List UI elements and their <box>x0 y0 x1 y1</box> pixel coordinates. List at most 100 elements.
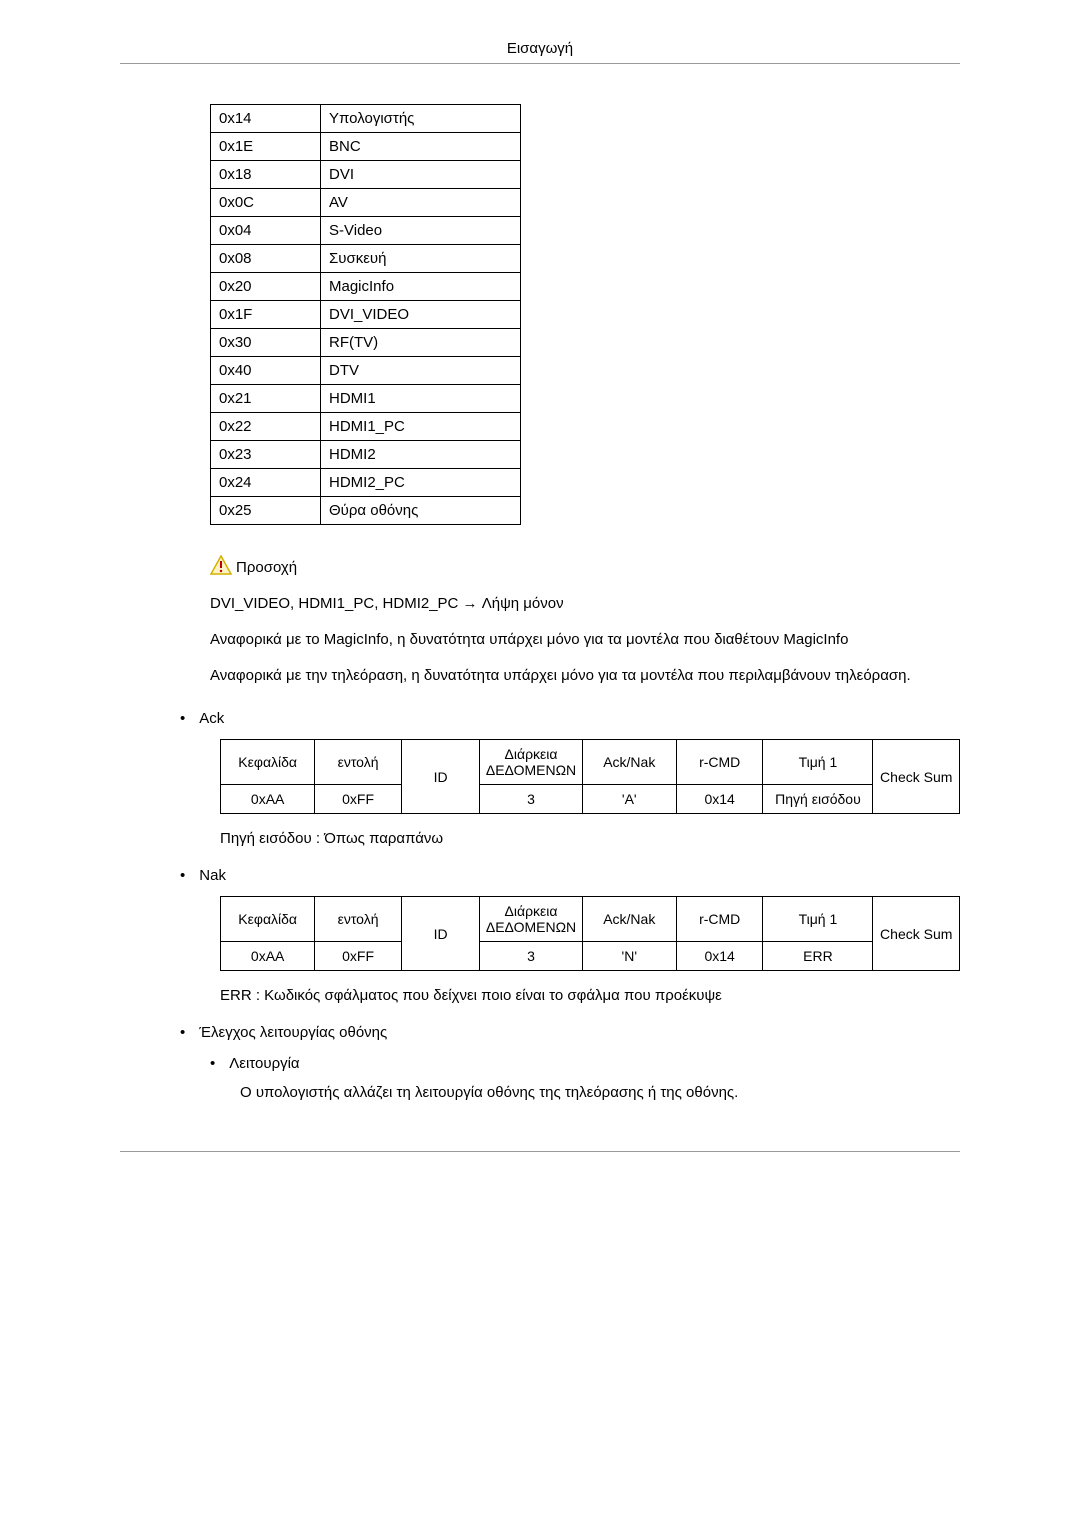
nak-note: ERR : Κωδικός σφάλματος που δείχνει ποιο… <box>220 987 960 1004</box>
ack-c5: 0x14 <box>676 785 762 814</box>
table-row: Κεφαλίδα εντολή ID Διάρκεια ΔΕΔΟΜΕΝΩΝ Ac… <box>221 897 960 942</box>
ack-c3: 3 <box>480 785 582 814</box>
code-cell: 0x0C <box>211 189 321 217</box>
screen-control-bullet: • Έλεγχος λειτουργίας οθόνης <box>180 1024 960 1041</box>
nak-c5: 0x14 <box>676 942 762 971</box>
warning-line-3: Αναφορικά με την τηλεόραση, η δυνατότητα… <box>210 665 960 687</box>
nak-h2: ID <box>401 897 480 971</box>
nak-c4: 'N' <box>582 942 676 971</box>
table-row: 0x23HDMI2 <box>211 441 521 469</box>
label-cell: MagicInfo <box>321 273 521 301</box>
table-row: 0x1FDVI_VIDEO <box>211 301 521 329</box>
table-row: 0x40DTV <box>211 357 521 385</box>
footer-rule <box>120 1151 960 1152</box>
ack-h5: r-CMD <box>676 740 762 785</box>
warning-section: Προσοχή DVI_VIDEO, HDMI1_PC, HDMI2_PC → … <box>210 555 960 686</box>
label-cell: DVI <box>321 161 521 189</box>
warning-line-2: Αναφορικά με το MagicInfo, η δυνατότητα … <box>210 629 960 651</box>
screen-control-label: Έλεγχος λειτουργίας οθόνης <box>199 1024 387 1041</box>
table-row: 0x25Θύρα οθόνης <box>211 497 521 525</box>
label-cell: HDMI1_PC <box>321 413 521 441</box>
operation-label: Λειτουργία <box>229 1055 299 1072</box>
nak-h3: Διάρκεια ΔΕΔΟΜΕΝΩΝ <box>480 897 582 942</box>
label-cell: Υπολογιστής <box>321 105 521 133</box>
nak-c3: 3 <box>480 942 582 971</box>
ack-table: Κεφαλίδα εντολή ID Διάρκεια ΔΕΔΟΜΕΝΩΝ Ac… <box>220 739 960 814</box>
ack-c4: 'A' <box>582 785 676 814</box>
ack-bullet: • Ack <box>180 710 960 727</box>
code-cell: 0x21 <box>211 385 321 413</box>
operation-bullet: • Λειτουργία <box>210 1055 960 1072</box>
label-cell: AV <box>321 189 521 217</box>
label-cell: HDMI2_PC <box>321 469 521 497</box>
label-cell: Συσκευή <box>321 245 521 273</box>
table-row: 0x24HDMI2_PC <box>211 469 521 497</box>
warning-title: Προσοχή <box>236 559 297 576</box>
label-cell: BNC <box>321 133 521 161</box>
label-cell: S-Video <box>321 217 521 245</box>
nak-h6: Τιμή 1 <box>763 897 873 942</box>
code-cell: 0x14 <box>211 105 321 133</box>
warning-line-1: DVI_VIDEO, HDMI1_PC, HDMI2_PC → Λήψη μόν… <box>210 593 960 615</box>
label-cell: Θύρα οθόνης <box>321 497 521 525</box>
table-row: 0x18DVI <box>211 161 521 189</box>
code-cell: 0x1E <box>211 133 321 161</box>
label-cell: HDMI2 <box>321 441 521 469</box>
table-row: 0x0CAV <box>211 189 521 217</box>
table-row: Κεφαλίδα εντολή ID Διάρκεια ΔΕΔΟΜΕΝΩΝ Ac… <box>221 740 960 785</box>
table-row: 0x30RF(TV) <box>211 329 521 357</box>
nak-c6: ERR <box>763 942 873 971</box>
ack-note: Πηγή εισόδου : Όπως παραπάνω <box>220 830 960 847</box>
ack-h6: Τιμή 1 <box>763 740 873 785</box>
code-cell: 0x24 <box>211 469 321 497</box>
bullet-icon: • <box>180 1024 185 1041</box>
nak-h5: r-CMD <box>676 897 762 942</box>
table-row: 0x21HDMI1 <box>211 385 521 413</box>
table-row: 0xAA 0xFF 3 'N' 0x14 ERR <box>221 942 960 971</box>
nak-h0: Κεφαλίδα <box>221 897 315 942</box>
table-row: 0x08Συσκευή <box>211 245 521 273</box>
codes-table: 0x14Υπολογιστής0x1EBNC0x18DVI0x0CAV0x04S… <box>210 104 521 525</box>
operation-desc: Ο υπολογιστής αλλάζει τη λειτουργία οθόν… <box>240 1084 960 1101</box>
nak-c0: 0xAA <box>221 942 315 971</box>
code-cell: 0x04 <box>211 217 321 245</box>
code-cell: 0x22 <box>211 413 321 441</box>
ack-c1: 0xFF <box>315 785 401 814</box>
ack-h2: ID <box>401 740 480 814</box>
nak-h4: Ack/Nak <box>582 897 676 942</box>
code-cell: 0x23 <box>211 441 321 469</box>
ack-c6: Πηγή εισόδου <box>763 785 873 814</box>
label-cell: DTV <box>321 357 521 385</box>
code-cell: 0x1F <box>211 301 321 329</box>
page-header: Εισαγωγή <box>120 40 960 64</box>
nak-bullet: • Nak <box>180 867 960 884</box>
table-row: 0x20MagicInfo <box>211 273 521 301</box>
nak-h1: εντολή <box>315 897 401 942</box>
ack-h4: Ack/Nak <box>582 740 676 785</box>
nak-label: Nak <box>199 867 226 884</box>
table-row: 0x22HDMI1_PC <box>211 413 521 441</box>
ack-h1: εντολή <box>315 740 401 785</box>
label-cell: HDMI1 <box>321 385 521 413</box>
code-cell: 0x40 <box>211 357 321 385</box>
table-row: 0xAA 0xFF 3 'A' 0x14 Πηγή εισόδου <box>221 785 960 814</box>
bullet-icon: • <box>210 1055 215 1072</box>
label-cell: DVI_VIDEO <box>321 301 521 329</box>
ack-label: Ack <box>199 710 224 727</box>
table-row: 0x04S-Video <box>211 217 521 245</box>
bullet-icon: • <box>180 710 185 727</box>
code-cell: 0x30 <box>211 329 321 357</box>
ack-h7: Check Sum <box>873 740 960 814</box>
table-row: 0x1EBNC <box>211 133 521 161</box>
nak-c1: 0xFF <box>315 942 401 971</box>
ack-h3: Διάρκεια ΔΕΔΟΜΕΝΩΝ <box>480 740 582 785</box>
bullet-icon: • <box>180 867 185 884</box>
warning-icon <box>210 555 232 579</box>
code-cell: 0x25 <box>211 497 321 525</box>
ack-c0: 0xAA <box>221 785 315 814</box>
nak-table: Κεφαλίδα εντολή ID Διάρκεια ΔΕΔΟΜΕΝΩΝ Ac… <box>220 896 960 971</box>
ack-h0: Κεφαλίδα <box>221 740 315 785</box>
code-cell: 0x18 <box>211 161 321 189</box>
table-row: 0x14Υπολογιστής <box>211 105 521 133</box>
code-cell: 0x20 <box>211 273 321 301</box>
